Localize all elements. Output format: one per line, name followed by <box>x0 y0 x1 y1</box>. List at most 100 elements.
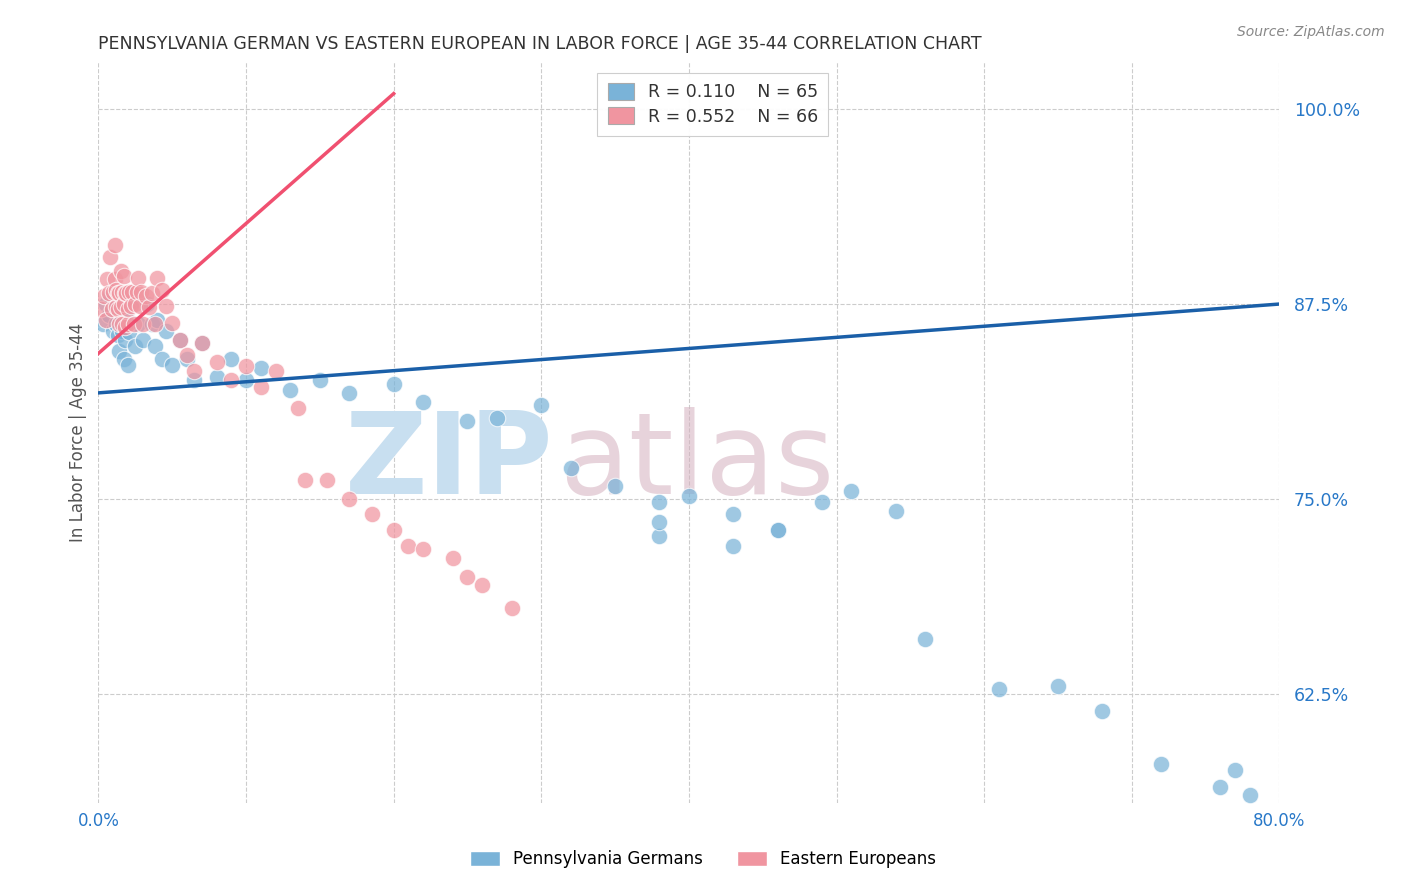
Point <box>117 301 139 316</box>
Point <box>98 289 121 303</box>
Point <box>146 312 169 326</box>
Point <box>360 508 382 522</box>
Legend: R = 0.110    N = 65, R = 0.552    N = 66: R = 0.110 N = 65, R = 0.552 N = 66 <box>598 72 828 136</box>
Point <box>1225 763 1247 777</box>
Point <box>176 349 198 363</box>
Point <box>100 301 122 316</box>
Point <box>471 577 494 591</box>
Point <box>97 286 120 301</box>
Point <box>1091 704 1114 718</box>
Point <box>97 308 120 322</box>
Point <box>114 333 136 347</box>
Point <box>127 270 149 285</box>
Point <box>280 383 302 397</box>
Point <box>115 286 138 301</box>
Point <box>132 318 155 332</box>
Point <box>103 285 125 299</box>
Point <box>191 336 214 351</box>
Text: Source: ZipAtlas.com: Source: ZipAtlas.com <box>1237 25 1385 39</box>
Point <box>169 333 191 347</box>
Point <box>121 295 143 310</box>
Point <box>766 523 789 537</box>
Point <box>294 473 316 487</box>
Point <box>176 351 198 366</box>
Point <box>124 297 146 311</box>
Point <box>766 523 789 537</box>
Point <box>412 541 434 556</box>
Point <box>235 359 257 374</box>
Point <box>457 414 479 428</box>
Text: PENNSYLVANIA GERMAN VS EASTERN EUROPEAN IN LABOR FORCE | AGE 35-44 CORRELATION C: PENNSYLVANIA GERMAN VS EASTERN EUROPEAN … <box>98 35 981 53</box>
Point <box>118 325 141 339</box>
Point <box>988 681 1011 696</box>
Point <box>486 410 509 425</box>
Point <box>150 351 173 366</box>
Point <box>129 285 152 299</box>
Point <box>648 515 671 529</box>
Point <box>112 268 135 283</box>
Point <box>108 286 131 301</box>
Point <box>118 285 141 299</box>
Point <box>678 489 700 503</box>
Point <box>287 401 309 416</box>
Point <box>205 370 228 384</box>
Point <box>125 285 148 299</box>
Point <box>112 351 135 366</box>
Point <box>141 286 163 301</box>
Point <box>122 318 145 332</box>
Point <box>132 333 155 347</box>
Point <box>723 539 745 553</box>
Point <box>398 539 420 553</box>
Point <box>110 264 132 278</box>
Point <box>914 632 936 647</box>
Point <box>530 398 553 412</box>
Y-axis label: In Labor Force | Age 35-44: In Labor Force | Age 35-44 <box>69 323 87 542</box>
Point <box>560 460 582 475</box>
Point <box>105 300 128 314</box>
Point <box>143 339 166 353</box>
Point <box>94 297 117 311</box>
Point <box>105 283 128 297</box>
Point <box>162 358 183 372</box>
Point <box>108 343 131 358</box>
Point <box>136 297 159 311</box>
Point <box>105 318 128 332</box>
Point <box>121 285 143 299</box>
Point <box>235 373 257 387</box>
Point <box>316 473 339 487</box>
Point <box>98 250 121 264</box>
Point <box>841 484 863 499</box>
Point <box>135 289 157 303</box>
Point <box>339 385 361 400</box>
Point <box>382 376 405 391</box>
Point <box>112 297 135 311</box>
Point <box>648 495 671 509</box>
Point <box>162 316 183 330</box>
Point <box>108 318 131 332</box>
Point <box>250 379 273 393</box>
Point <box>1209 780 1232 795</box>
Point <box>183 364 205 378</box>
Text: 0.0%: 0.0% <box>77 812 120 830</box>
Point <box>191 336 214 351</box>
Point <box>128 299 150 313</box>
Point <box>884 504 907 518</box>
Point <box>117 358 139 372</box>
Point <box>810 495 832 509</box>
Point <box>221 373 243 387</box>
Point <box>127 318 149 332</box>
Point <box>412 395 434 409</box>
Point <box>382 523 405 537</box>
Point <box>457 570 479 584</box>
Point <box>107 286 129 301</box>
Point <box>104 297 127 311</box>
Point <box>221 351 243 366</box>
Point <box>111 324 134 338</box>
Point <box>1239 788 1261 802</box>
Point <box>141 318 163 332</box>
Text: atlas: atlas <box>560 407 834 517</box>
Point <box>605 479 627 493</box>
Point <box>120 299 142 313</box>
Point <box>146 270 169 285</box>
Point <box>111 318 134 332</box>
